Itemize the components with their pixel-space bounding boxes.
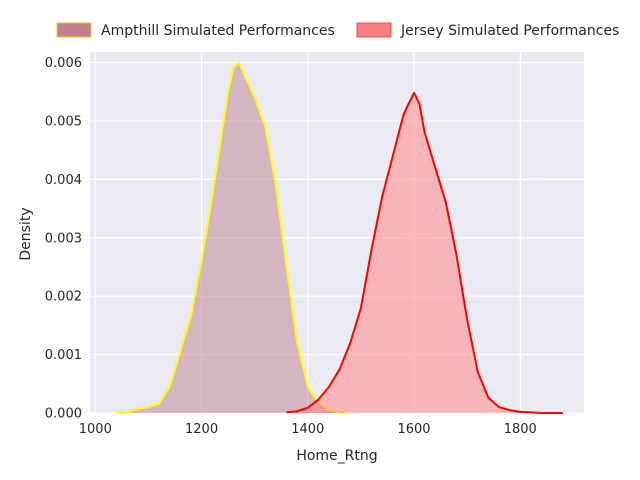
legend-label-ampthill: Ampthill Simulated Performances xyxy=(101,23,335,39)
legend-swatch-jersey xyxy=(356,22,392,38)
legend-label-jersey: Jersey Simulated Performances xyxy=(400,23,619,39)
x-tick-label: 1600 xyxy=(397,422,430,437)
density-line-ampthill xyxy=(116,61,346,414)
y-tick-label: 0.001 xyxy=(45,348,82,363)
y-tick-label: 0.000 xyxy=(45,407,82,422)
legend: Ampthill Simulated Performances Jersey S… xyxy=(56,22,619,39)
y-tick-label: 0.003 xyxy=(45,231,82,246)
density-areas xyxy=(116,61,563,414)
x-tick-label: 1400 xyxy=(291,422,324,437)
density-fill-jersey xyxy=(286,92,563,414)
x-tick-label: 1200 xyxy=(185,422,218,437)
density-line-jersey xyxy=(286,91,563,414)
x-axis: 1000 1200 1400 1600 1800 xyxy=(79,422,537,437)
y-tick-label: 0.004 xyxy=(45,173,82,188)
y-tick-label: 0.002 xyxy=(45,290,82,305)
x-tick-label: 1800 xyxy=(504,422,537,437)
x-tick-label: 1000 xyxy=(79,422,112,437)
y-axis: 0.000 0.001 0.002 0.003 0.004 0.005 0.006 xyxy=(45,56,82,421)
y-tick-label: 0.006 xyxy=(45,56,82,71)
plot-area xyxy=(90,52,584,413)
y-axis-title: Density xyxy=(18,207,34,260)
density-fill-ampthill xyxy=(116,62,345,414)
y-tick-label: 0.005 xyxy=(45,114,82,129)
legend-swatch-ampthill xyxy=(56,22,92,38)
x-axis-title: Home_Rtng xyxy=(296,448,377,464)
